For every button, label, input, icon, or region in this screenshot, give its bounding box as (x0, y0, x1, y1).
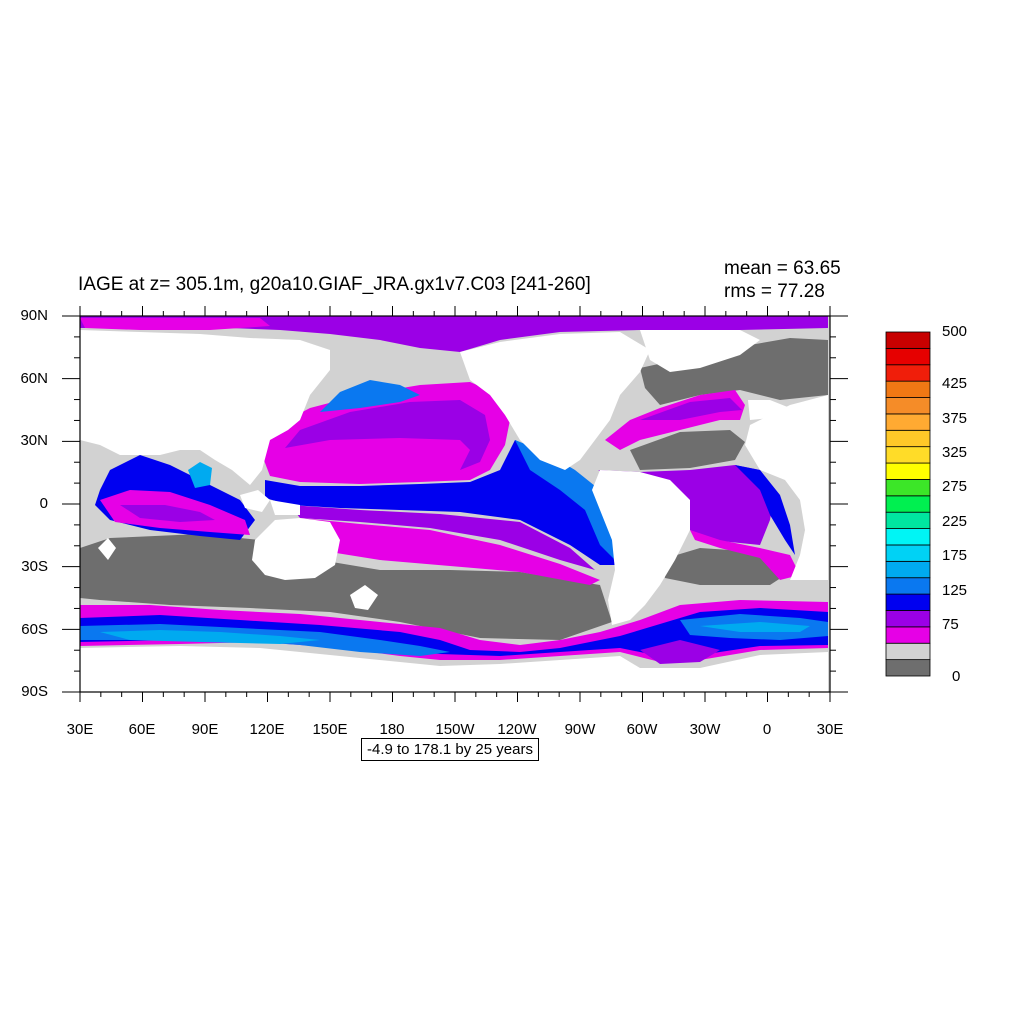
colorbar-box (885, 511, 931, 529)
colorbar-box (885, 462, 931, 480)
lon-label-120w: 120W (497, 721, 537, 738)
lat-label-30s: 30S (21, 558, 48, 575)
east-atlantic-blue (735, 465, 795, 555)
colorbar-box (885, 413, 931, 431)
north-pacific-purple (285, 400, 490, 470)
colorbar-label-75: 75 (942, 616, 959, 633)
north-atlantic-old (630, 430, 745, 470)
lon-label-60w: 60W (626, 721, 658, 738)
lon-label-30e: 30E (66, 721, 94, 738)
colorbar-label-175: 175 (942, 547, 968, 564)
indonesia-land (240, 490, 270, 512)
madagascar-land (98, 538, 116, 560)
southern-blue-belt (80, 608, 828, 656)
colorbar-box (885, 397, 931, 415)
land-masses (80, 330, 828, 692)
lon-label-120e: 120E (249, 721, 285, 738)
antarctica-land (80, 646, 828, 692)
colorbar-box (885, 642, 931, 661)
lat-label-30n: 30N (20, 432, 48, 449)
colorbar-box (885, 610, 931, 628)
colorbar-label-425: 425 (942, 375, 968, 392)
south-pacific-magenta (295, 518, 600, 585)
colorbar-box (885, 479, 931, 497)
rms-value: rms = 77.28 (724, 281, 825, 302)
colorbar-label-225: 225 (942, 513, 968, 530)
arabian-sea-blue (188, 462, 212, 488)
colorbar-box (885, 364, 931, 382)
colorbar-box (885, 446, 931, 464)
africa-land (745, 395, 828, 580)
colorbar-label-325: 325 (942, 444, 968, 461)
indian-ocean-purple (120, 505, 215, 522)
drake-purple (640, 640, 720, 664)
mean-value: mean = 63.65 (724, 258, 841, 279)
colorbar-box (885, 593, 931, 611)
colorbar-label-500: 500 (942, 323, 968, 340)
south-atlantic-magenta (690, 530, 800, 580)
colorbar-box (885, 380, 931, 398)
arctic-atlantic-old (640, 338, 828, 405)
lon-label-30e-right: 30E (816, 721, 844, 738)
colorbar-box (885, 577, 931, 595)
lat-label-60n: 60N (20, 370, 48, 387)
southern-light-blue (100, 630, 320, 644)
axis-ticks (62, 306, 848, 702)
weddell-light-blue (700, 622, 810, 632)
colorbar-box (885, 528, 931, 546)
lon-label-90w: 90W (564, 721, 596, 738)
lon-label-180: 180 (379, 721, 405, 738)
lat-label-90n: 90N (20, 307, 48, 324)
new-zealand-land (350, 585, 378, 610)
greenland-land (640, 330, 760, 372)
colorbar-box (885, 331, 931, 349)
southern-old-water (80, 534, 612, 640)
lon-label-150w: 150W (435, 721, 475, 738)
lon-label-150e: 150E (312, 721, 348, 738)
lon-label-30w: 30W (689, 721, 721, 738)
north-atlantic-purple (640, 398, 742, 420)
lat-label-0: 0 (39, 495, 48, 512)
colorbar (885, 331, 931, 677)
new-guinea-land (270, 500, 300, 515)
colorbar-box (885, 626, 931, 644)
contour-info: -4.9 to 178.1 by 25 years (361, 738, 539, 761)
lat-label-90s: 90S (21, 683, 48, 700)
colorbar-box (885, 659, 931, 677)
arctic-magenta (80, 318, 270, 330)
plot-title: IAGE at z= 305.1m, g20a10.GIAF_JRA.gx1v7… (78, 274, 591, 295)
kuroshio-blue (320, 380, 420, 412)
europe-land (748, 400, 790, 420)
colorbar-label-375: 375 (942, 410, 968, 427)
asia-land (80, 330, 330, 485)
colorbar-box (885, 495, 931, 513)
colorbar-box (885, 429, 931, 448)
east-pacific-blue (515, 440, 615, 560)
north-america-land (460, 332, 650, 470)
colorbar-box (885, 560, 931, 579)
south-pacific-purple (290, 505, 595, 570)
australia-land (252, 518, 340, 580)
colorbar-label-0: 0 (952, 668, 961, 685)
tropical-pacific-blue (265, 440, 615, 565)
colorbar-label-125: 125 (942, 582, 968, 599)
lon-label-60e: 60E (128, 721, 156, 738)
lon-label-0: 0 (762, 721, 772, 738)
lon-label-90e: 90E (191, 721, 219, 738)
colorbar-box (885, 544, 931, 562)
south-america-land (592, 470, 690, 625)
stats-block: mean = 63.65 rms = 77.28 (724, 257, 841, 303)
lat-label-60s: 60S (21, 621, 48, 638)
colorbar-label-275: 275 (942, 478, 968, 495)
colorbar-box (885, 347, 931, 366)
